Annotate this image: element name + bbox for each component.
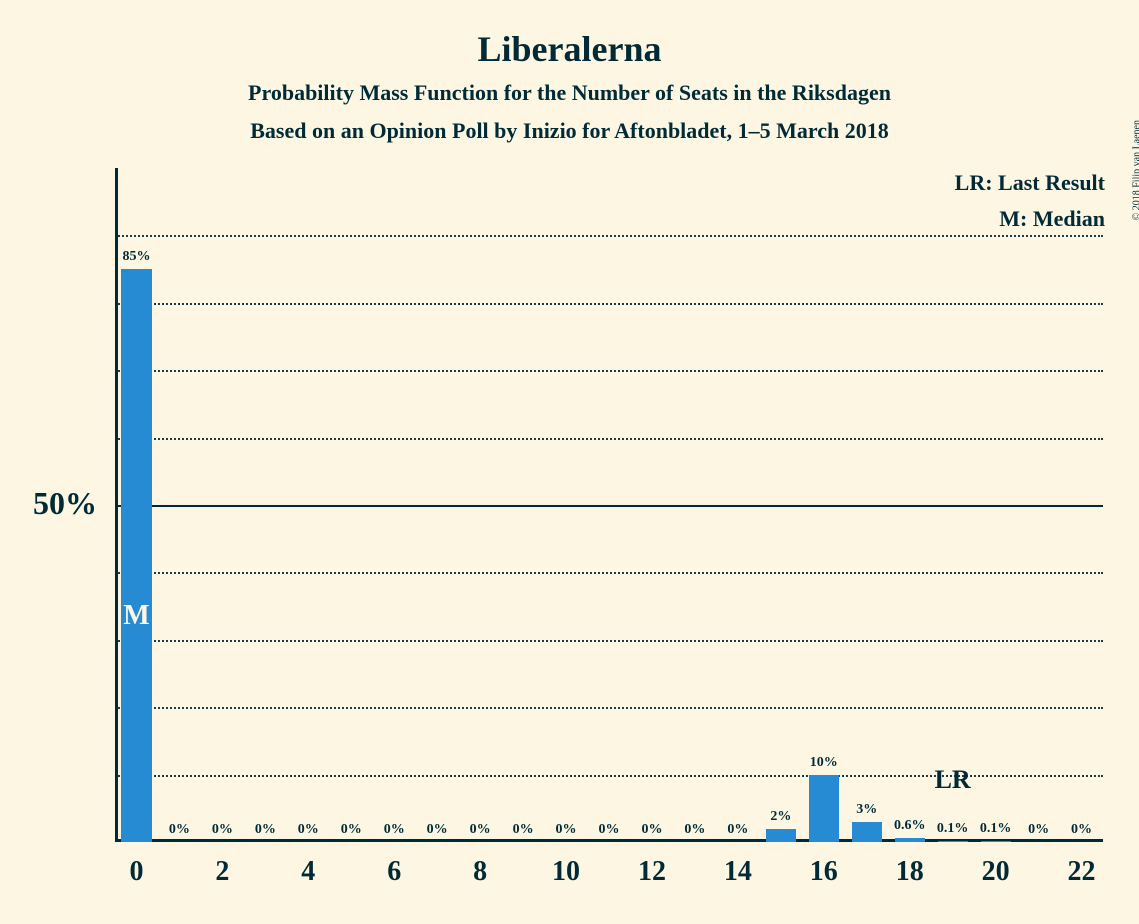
chart-container: Liberalerna Probability Mass Function fo… — [0, 0, 1139, 924]
bar-value-label: 0% — [470, 822, 491, 838]
bar-value-label: 0% — [298, 822, 319, 838]
bar-value-label: 0.6% — [894, 818, 926, 834]
bar-value-label: 0% — [727, 822, 748, 838]
x-tick-label: 16 — [810, 856, 838, 888]
bar-value-label: 0% — [212, 822, 233, 838]
bar — [852, 822, 882, 842]
x-tick-label: 10 — [552, 856, 580, 888]
bar-value-label: 0% — [513, 822, 534, 838]
x-tick-label: 18 — [896, 856, 924, 888]
bar-value-label: 0% — [341, 822, 362, 838]
chart-title: Liberalerna — [0, 28, 1139, 70]
bar — [895, 838, 925, 842]
bar-value-label: 0% — [641, 822, 662, 838]
x-tick-label: 14 — [724, 856, 752, 888]
x-tick-label: 20 — [982, 856, 1010, 888]
x-tick-label: 6 — [387, 856, 401, 888]
bar-value-label: 0% — [427, 822, 448, 838]
gridline — [115, 707, 1103, 709]
bar-value-label: 0% — [556, 822, 577, 838]
x-tick-label: 12 — [638, 856, 666, 888]
bar-value-label: 0% — [384, 822, 405, 838]
gridline — [115, 370, 1103, 372]
bar-value-label: 0% — [1071, 822, 1092, 838]
bar — [121, 269, 151, 842]
bar — [981, 841, 1011, 842]
bar-value-label: 10% — [810, 755, 838, 771]
bar-value-label: 0% — [1028, 822, 1049, 838]
bar-value-label: 0% — [599, 822, 620, 838]
bar — [809, 775, 839, 842]
x-tick-label: 4 — [301, 856, 315, 888]
y-axis-label: 50% — [0, 485, 97, 522]
bar-value-label: 0.1% — [980, 821, 1012, 837]
bar-value-label: 2% — [770, 809, 791, 825]
chart-subtitle-2: Based on an Opinion Poll by Inizio for A… — [0, 118, 1139, 144]
gridline — [115, 438, 1103, 440]
bar-value-label: 3% — [856, 802, 877, 818]
gridline — [115, 640, 1103, 642]
bar-value-label: 85% — [122, 249, 150, 265]
median-marker: M — [123, 600, 149, 632]
plot-area: 85% 0% 0% 0% 0% 0% 0% 0% 0% 0% 0% 0% 0% 0% 0% 2% 10% 3% 0.… — [115, 168, 1103, 842]
bar — [766, 829, 796, 842]
gridline — [115, 235, 1103, 237]
bar-value-label: 0% — [255, 822, 276, 838]
gridline — [115, 303, 1103, 305]
bar-value-label: 0% — [684, 822, 705, 838]
bar — [938, 841, 968, 842]
chart-subtitle-1: Probability Mass Function for the Number… — [0, 80, 1139, 106]
gridline — [115, 505, 1103, 507]
x-tick-label: 8 — [473, 856, 487, 888]
x-tick-label: 0 — [129, 856, 143, 888]
gridline — [115, 572, 1103, 574]
bar-value-label: 0% — [169, 822, 190, 838]
copyright: © 2018 Filip van Laenen — [1131, 120, 1139, 220]
x-tick-label: 2 — [215, 856, 229, 888]
bar-value-label: 0.1% — [937, 821, 969, 837]
lr-marker: LR — [935, 765, 971, 795]
x-tick-label: 22 — [1068, 856, 1096, 888]
